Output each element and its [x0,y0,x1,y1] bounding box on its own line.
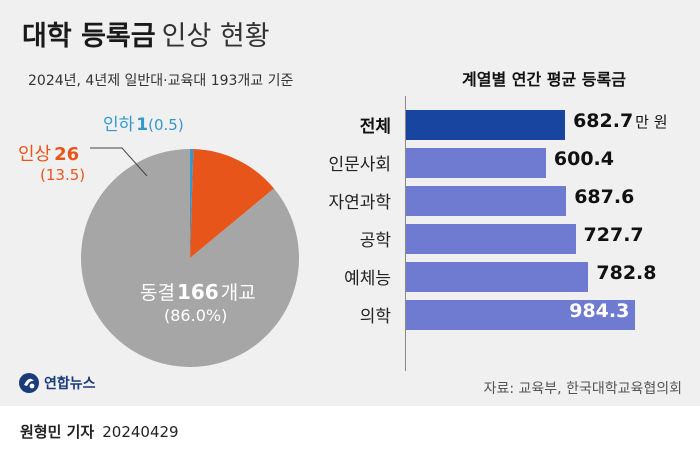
bar-row-total: 전체 682.7 만 원 [0,106,700,144]
bar-natural-science [406,186,567,216]
reporter-name: 원형민 기자 [20,423,95,441]
credit-date: 20240429 [102,423,179,441]
chart-panel: 대학 등록금 인상 현황 2024년, 4년제 일반대·교육대 193개교 기준 … [0,0,700,406]
chart-subtitle: 2024년, 4년제 일반대·교육대 193개교 기준 [28,73,294,89]
label-decrease-name: 인하 [103,115,135,135]
value-label-total: 682.7 만 원 [573,110,668,132]
yonhap-logo-icon [19,373,39,393]
label-frozen: 동결 166 개교 [140,278,256,305]
bar-row-engineering: 공학 727.7 [0,220,700,258]
logo-text: 연합뉴스 [44,376,96,392]
category-label-arts: 예체능 [344,269,391,289]
label-increase-name: 인상 [18,144,52,165]
bar-row-natural-science: 자연과학 687.6 [0,182,700,220]
label-increase-percent: (13.5) [40,166,86,184]
pie-slice-increase [190,149,274,258]
label-decrease: 인하 1(0.5) [103,110,184,135]
title-light: 인상 현황 [161,21,270,52]
pie-chart [80,147,299,367]
source-note: 자료: 교육부, 한국대학교육협의회 [483,381,682,397]
bar-medicine [406,300,636,330]
value-label-medicine: 984.3 [569,300,630,322]
pie-slice-decrease [190,149,194,258]
pie-slice-frozen [80,149,299,367]
bar-arts [406,262,589,292]
label-frozen-percent: (86.0%) [164,306,228,325]
category-label-humanities: 인문사회 [328,155,391,175]
category-label-medicine: 의학 [359,307,391,327]
bar-humanities [406,148,546,178]
value-label-arts: 782.8 [596,262,657,284]
value-label-humanities: 600.4 [553,148,614,170]
bar-row-humanities: 인문사회 600.4 [0,144,700,182]
value-label-engineering: 727.7 [583,224,644,246]
bar-row-medicine: 의학 984.3 [0,296,700,334]
bar-engineering [406,224,576,254]
value-label-natural-science: 687.6 [574,186,635,208]
bar-total [406,110,566,140]
increase-leader-line [90,147,148,177]
label-decrease-count: 1 [136,115,149,135]
title-bold: 대학 등록금 [22,21,156,52]
chart-title: 대학 등록금 인상 현황 [22,14,270,53]
label-frozen-count: 166 [176,280,219,304]
category-label-natural-science: 자연과학 [328,193,391,213]
label-frozen-name: 동결 [140,282,175,304]
bar-axis-line [405,96,406,371]
value-unit: 만 원 [635,113,668,131]
bar-row-arts: 예체능 782.8 [0,258,700,296]
yonhap-logo: 연합뉴스 [18,372,96,394]
bar-chart-title: 계열별 연간 평균 등록금 [462,70,626,89]
category-label-engineering: 공학 [359,231,391,251]
credit-line: 원형민 기자 20240429 [20,421,179,442]
label-increase-count: 26 [54,144,80,165]
category-label-total: 전체 [359,117,391,137]
label-increase: 인상 26 [18,140,79,166]
label-decrease-percent: (0.5) [148,116,184,134]
label-frozen-unit: 개교 [220,282,256,304]
